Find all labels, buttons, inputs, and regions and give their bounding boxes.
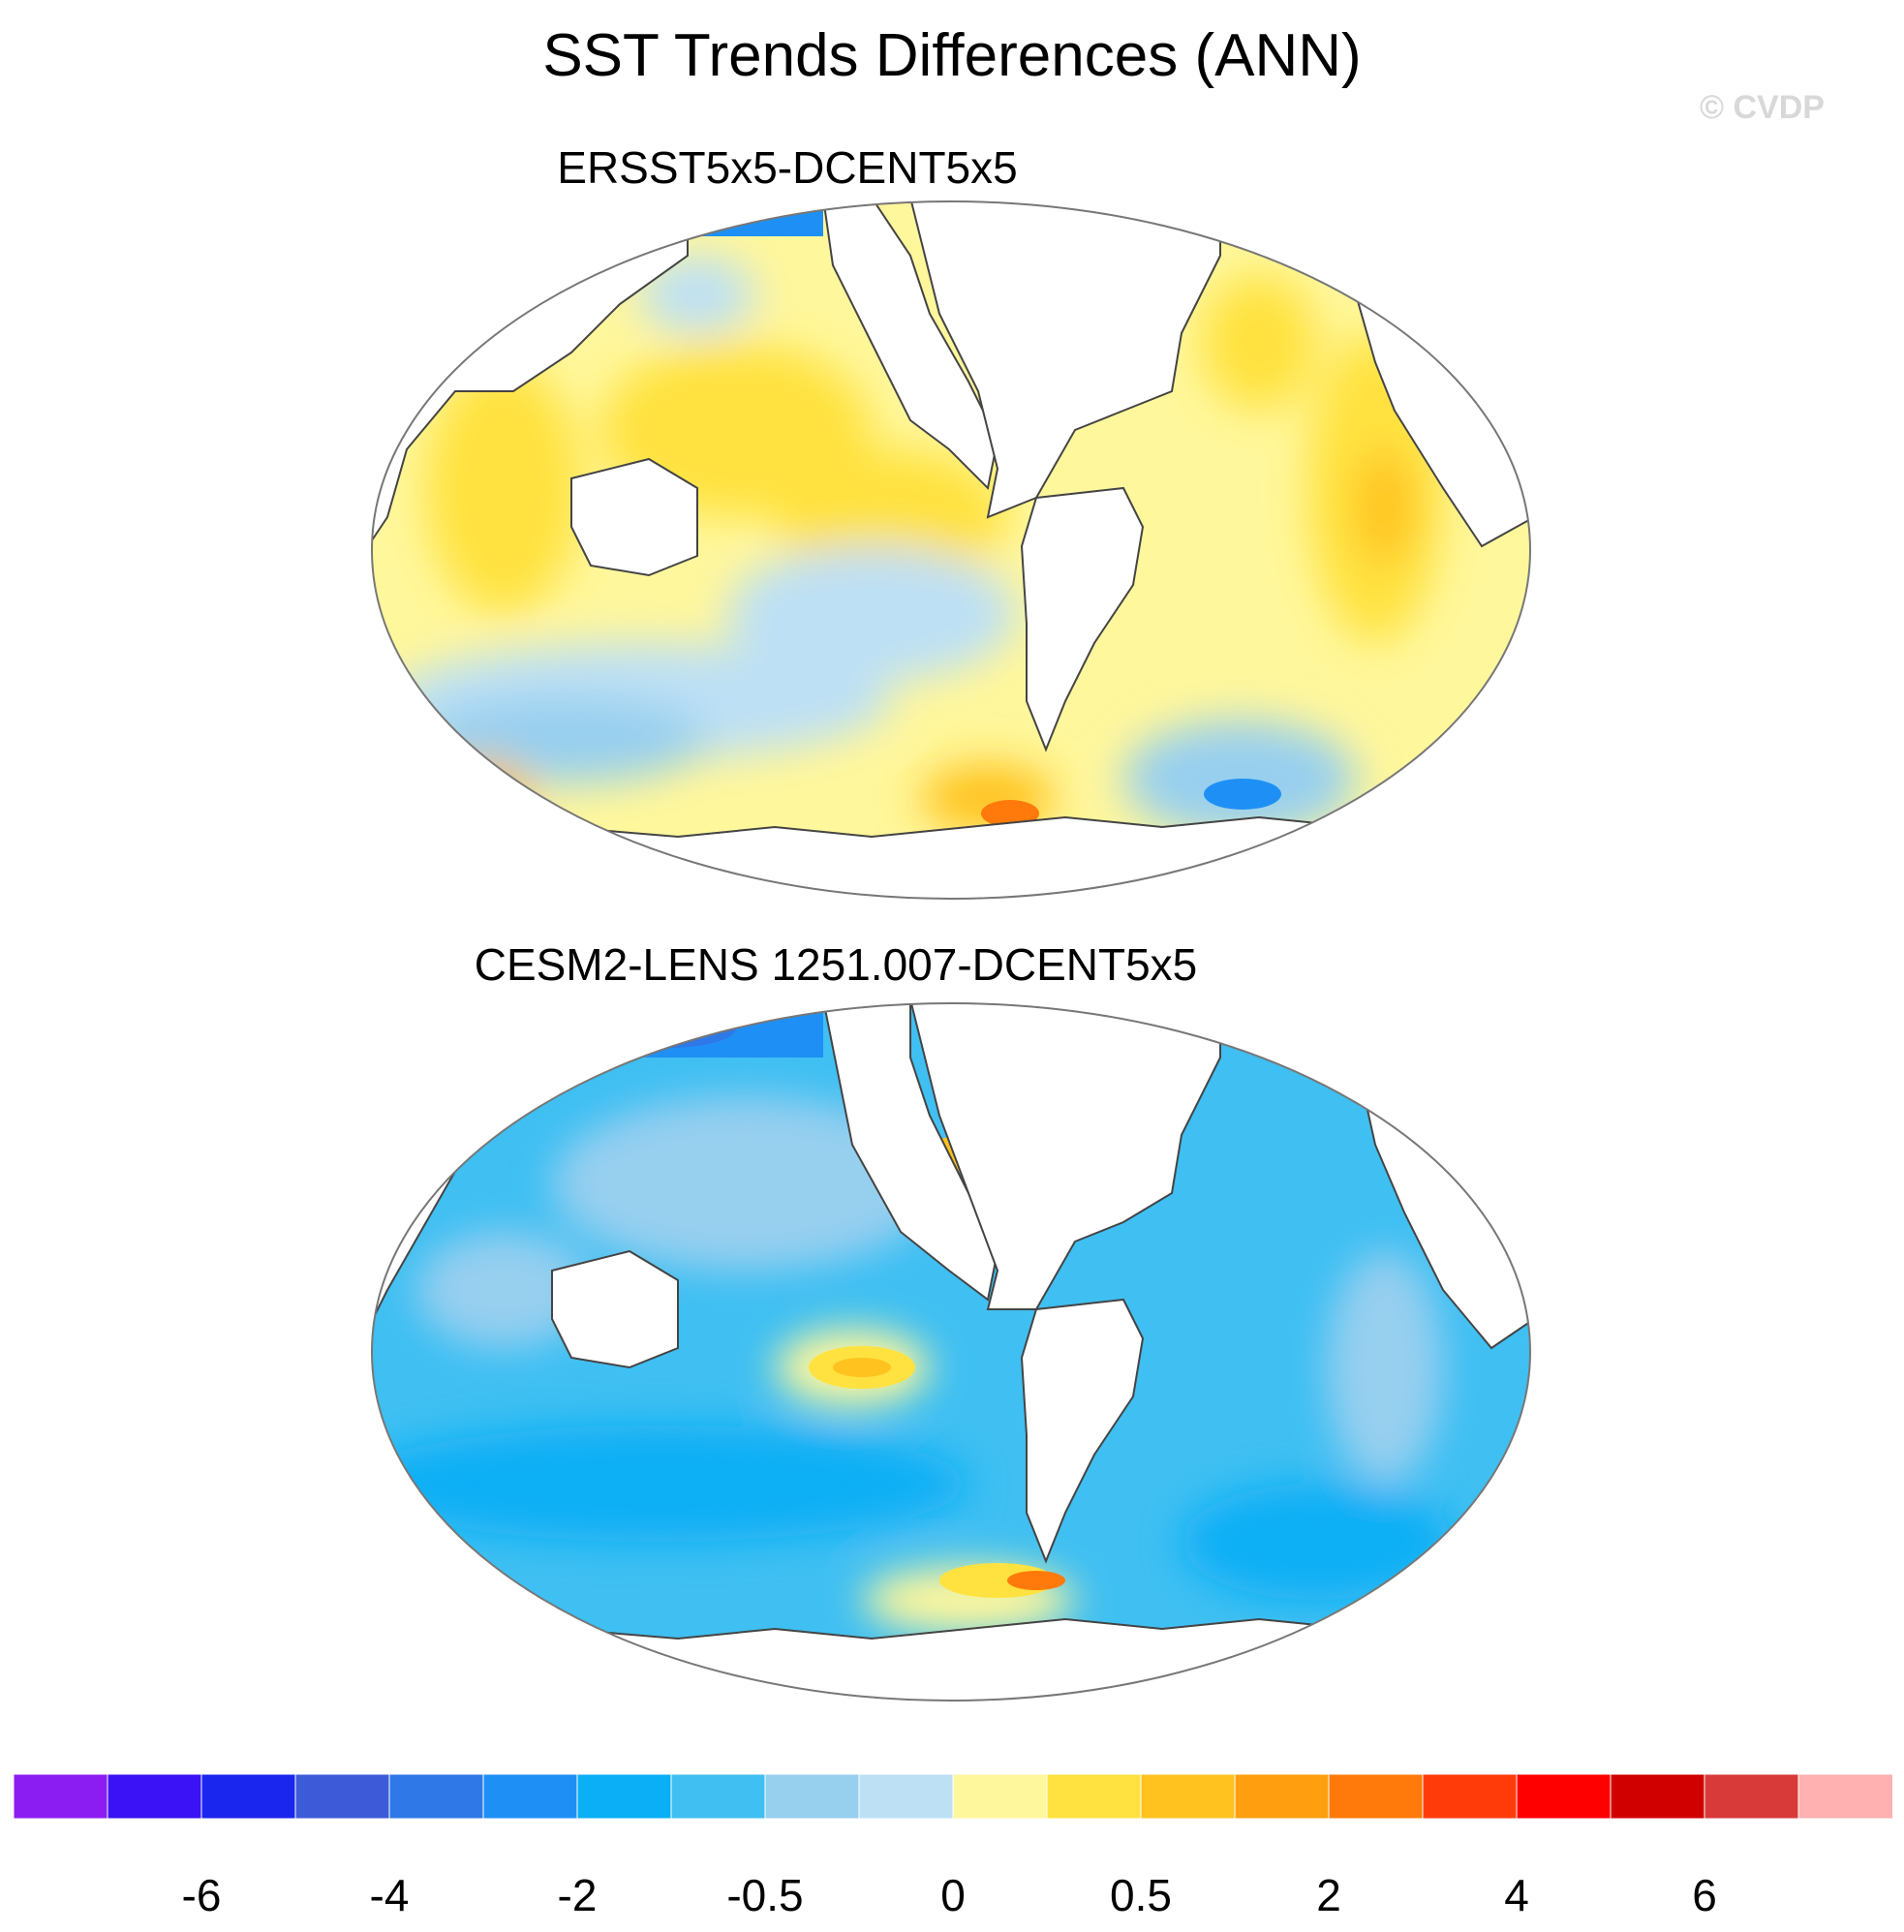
- colorbar-tick-label: 2: [1316, 1870, 1341, 1920]
- anomaly-core: [981, 800, 1039, 827]
- colorbar-tick-label: 0: [940, 1870, 966, 1920]
- colorbar-swatch: [482, 1774, 578, 1819]
- cool-patch: [416, 1232, 591, 1348]
- colorbar-swatch: [1610, 1774, 1705, 1819]
- antarctica-land: [372, 815, 1530, 899]
- asia-land: [821, 201, 999, 491]
- colorbar-swatch: [1797, 1774, 1892, 1819]
- panel-title-ersst: ERSST5x5-DCENT5x5: [557, 142, 1018, 193]
- anomaly-core: [833, 1358, 891, 1377]
- colorbar-swatch: [1704, 1774, 1799, 1819]
- colorbar-swatch: [14, 1774, 108, 1819]
- colorbar-swatch: [1234, 1774, 1330, 1819]
- colorbar-swatch: [1328, 1774, 1424, 1819]
- cool-patch: [552, 1096, 939, 1271]
- colorbar: [14, 1774, 1892, 1819]
- map-panel-cesm2: [371, 1002, 1531, 1702]
- warm-patch: [1201, 275, 1317, 411]
- colorbar-tick-label: -6: [181, 1870, 222, 1920]
- colorbar-swatch: [107, 1774, 202, 1819]
- warm-patch: [1356, 449, 1414, 566]
- cool-patch: [416, 696, 707, 783]
- colorbar-tick-label: 6: [1692, 1870, 1717, 1920]
- colorbar-swatch: [294, 1774, 390, 1819]
- colorbar-tick-label: -0.5: [726, 1870, 804, 1920]
- australia-land: [570, 457, 698, 577]
- australia-land: [551, 1249, 679, 1369]
- arctic-band: [562, 1003, 823, 1058]
- map-panel-ersst: [371, 200, 1531, 900]
- arctic-band: [562, 201, 668, 217]
- americas-land: [908, 201, 1221, 519]
- colorbar-swatch: [1140, 1774, 1236, 1819]
- colorbar-swatch: [388, 1774, 484, 1819]
- warm-patch: [436, 759, 533, 837]
- arctic-core: [600, 1009, 736, 1048]
- figure-title: SST Trends Differences (ANN): [542, 22, 1362, 89]
- arctic-band: [688, 201, 823, 236]
- warm-patch: [426, 362, 581, 614]
- map-outline: [371, 200, 1531, 900]
- colorbar-swatch: [952, 1774, 1048, 1819]
- cool-patch: [1123, 721, 1356, 837]
- panel-title-cesm2: CESM2-LENS 1251.007-DCENT5x5: [474, 939, 1198, 990]
- cool-patch: [1327, 1251, 1443, 1484]
- map-outline: [371, 1002, 1531, 1702]
- south-america-land: [1020, 486, 1145, 752]
- colorbar-tick-label: -2: [557, 1870, 598, 1920]
- cool-patch: [726, 546, 1017, 682]
- colorbar-swatch: [1422, 1774, 1518, 1819]
- cool-patch: [639, 256, 755, 333]
- cool-patch: [1182, 1484, 1453, 1600]
- cool-patch: [372, 1426, 968, 1542]
- colorbar-swatch: [200, 1774, 296, 1819]
- colorbar-swatch: [858, 1774, 954, 1819]
- colorbar-swatch: [576, 1774, 672, 1819]
- colorbar-tick-label: 0.5: [1110, 1870, 1172, 1920]
- cvdp-watermark: © CVDP: [1700, 89, 1825, 126]
- colorbar-tick-label: 4: [1504, 1870, 1529, 1920]
- south-america-land: [1020, 1298, 1145, 1564]
- anomaly-core: [1007, 1571, 1065, 1590]
- colorbar-swatch: [1046, 1774, 1142, 1819]
- antarctica-land: [372, 1617, 1530, 1701]
- anomaly-core: [1204, 779, 1281, 810]
- colorbar-tick-label: -4: [369, 1870, 410, 1920]
- colorbar-swatch: [670, 1774, 766, 1819]
- colorbar-swatch: [1516, 1774, 1612, 1819]
- americas-land: [908, 1003, 1221, 1310]
- colorbar-swatch: [764, 1774, 860, 1819]
